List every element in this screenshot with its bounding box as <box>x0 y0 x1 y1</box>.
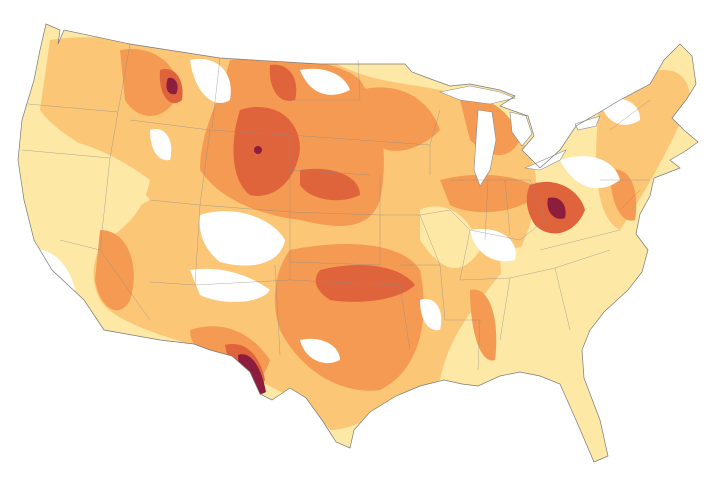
country-outline <box>17 23 699 463</box>
great-lakes <box>438 85 601 187</box>
extreme <box>159 64 585 389</box>
no-drought <box>30 59 640 364</box>
state-borders <box>21 43 651 371</box>
